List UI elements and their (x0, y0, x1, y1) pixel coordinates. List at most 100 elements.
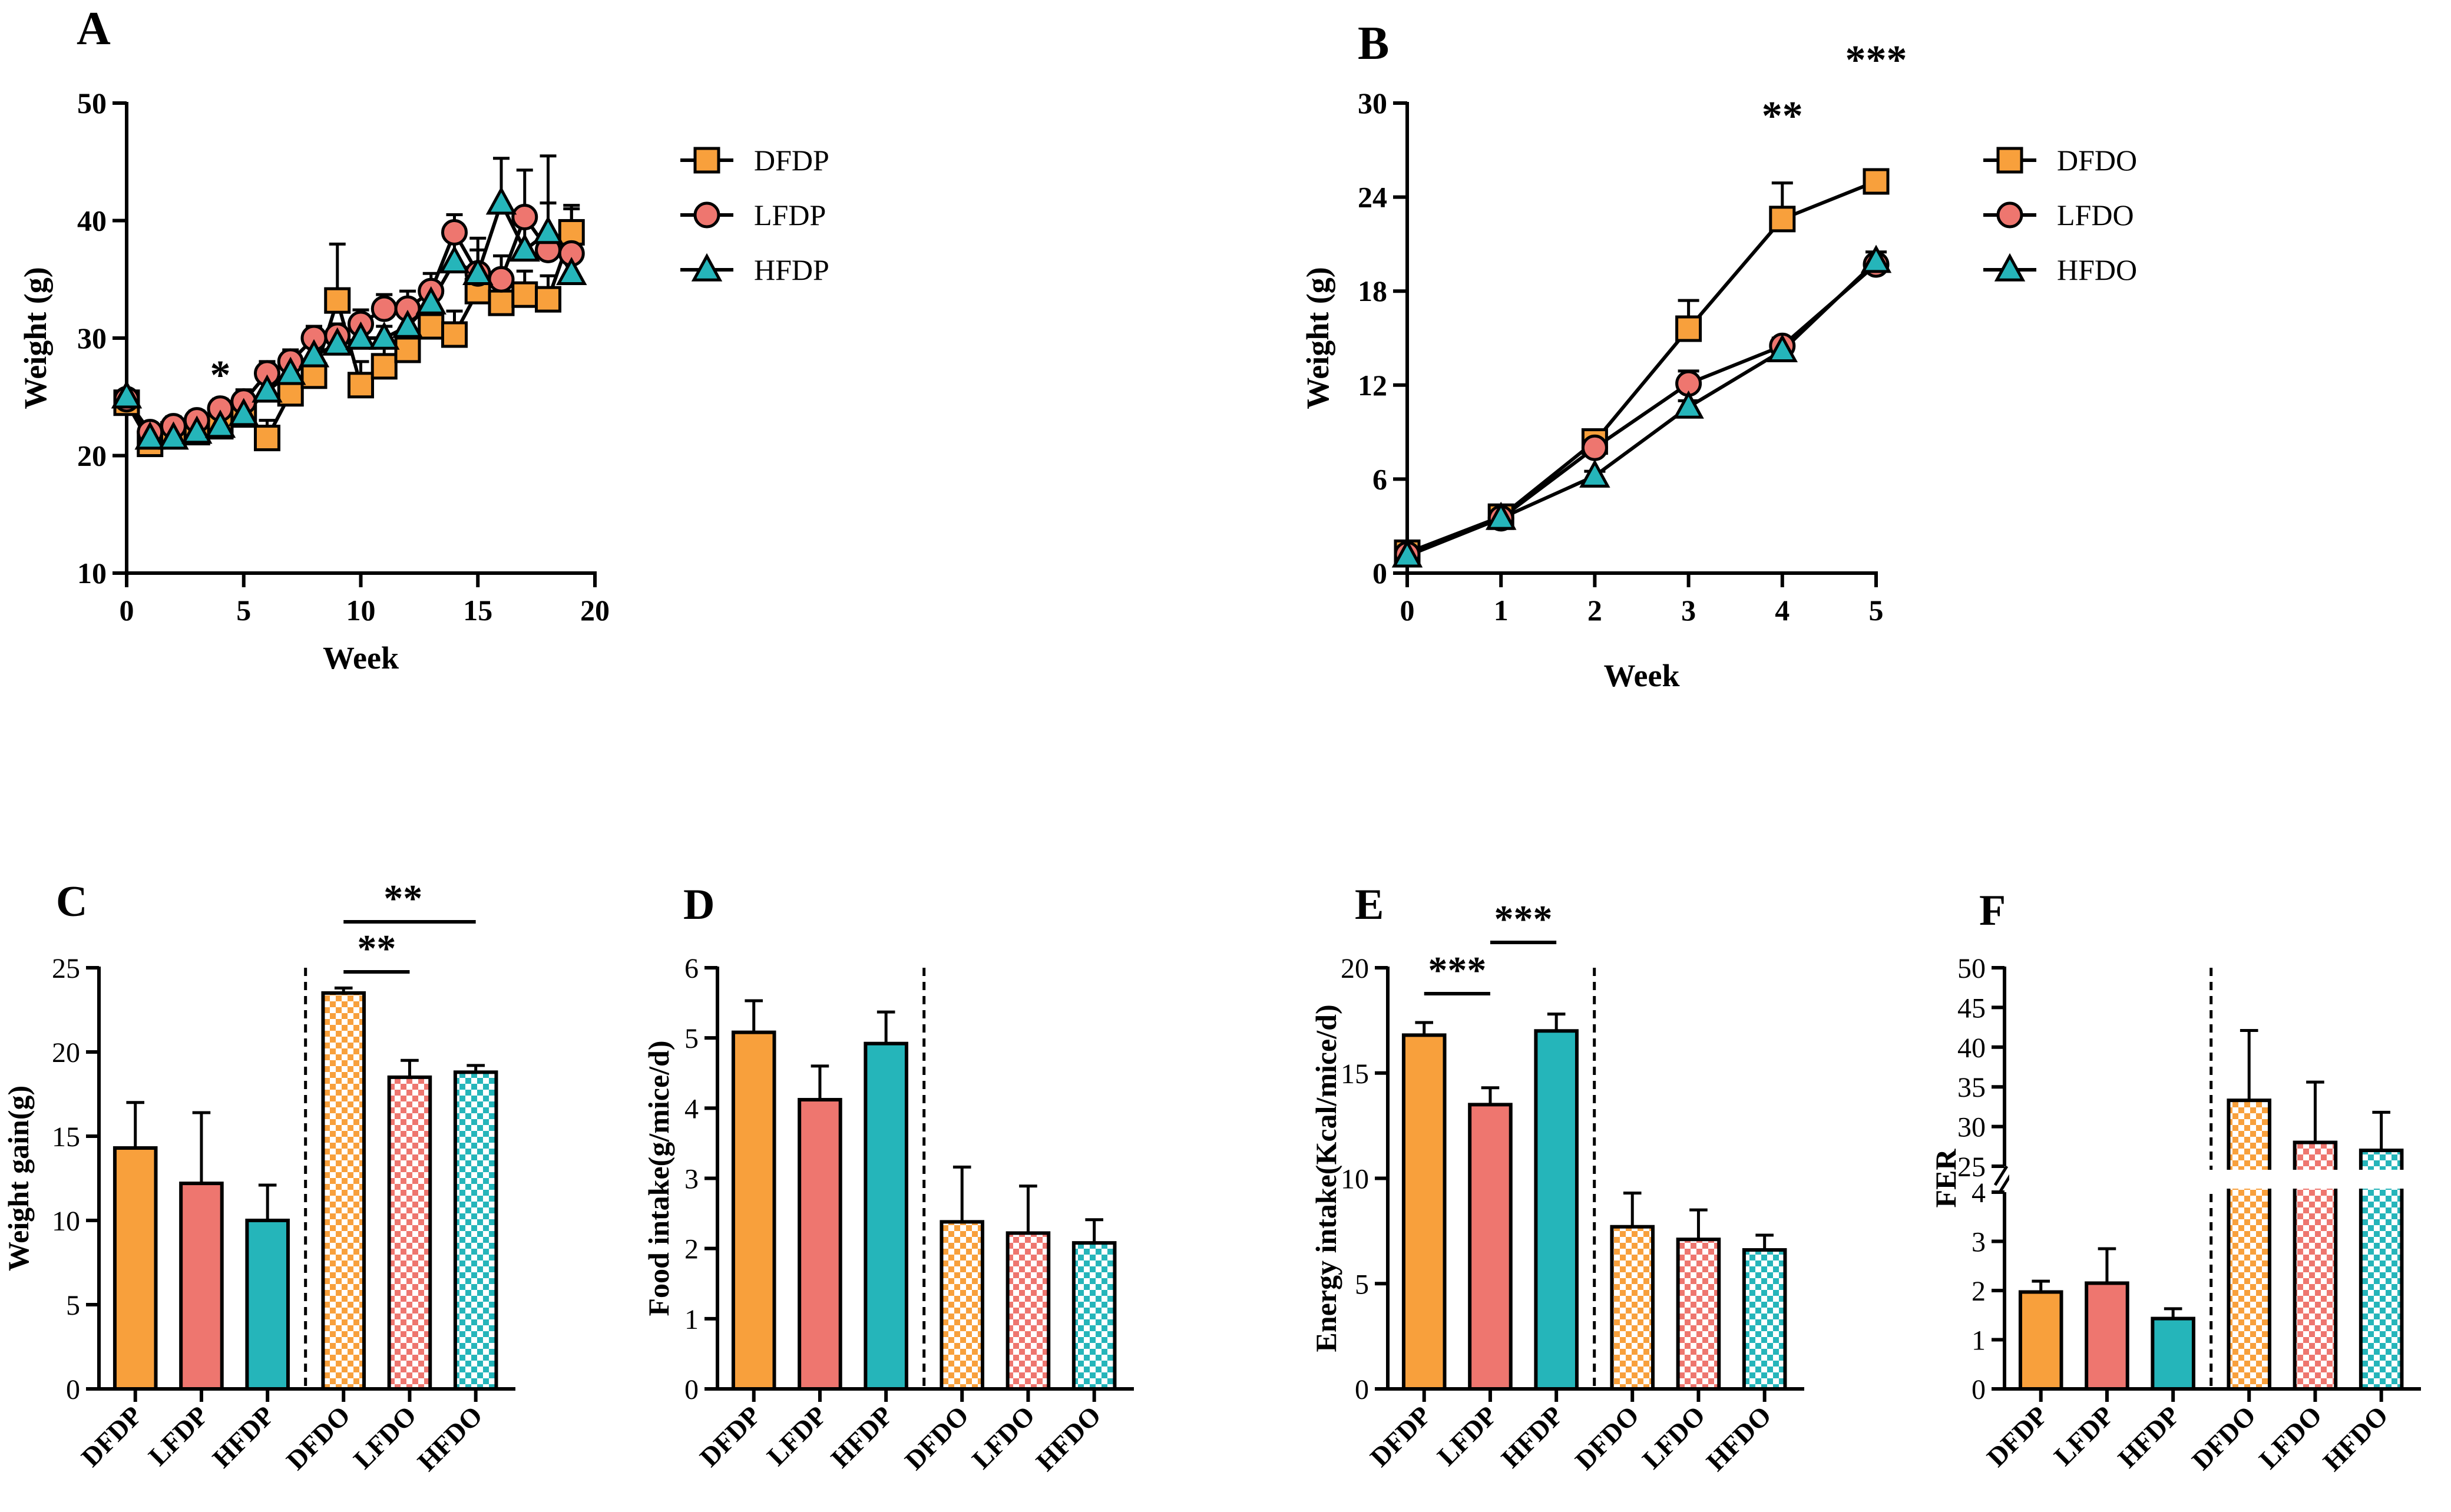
y-tick-label: 10 (77, 557, 107, 590)
data-point-dfdo (1769, 206, 1796, 233)
significance-mark: ** (383, 877, 422, 920)
data-point-hfdo (1767, 334, 1798, 363)
legend-label-lfdo: LFDO (2057, 198, 2134, 231)
data-point-hfdp (134, 421, 166, 450)
data-point-lfdp (441, 219, 468, 246)
x-tick-label: 5 (1869, 594, 1884, 627)
y-tick-label: 20 (52, 1037, 80, 1068)
y-tick-label: 50 (1957, 953, 1986, 984)
data-point-hfdo (1485, 501, 1517, 530)
data-point-hfdp (275, 356, 306, 385)
data-point-hfdp (111, 380, 143, 409)
y-tick-label: 4 (684, 1093, 699, 1124)
data-point-hfdp (485, 186, 517, 215)
bar-lfdp (179, 1182, 224, 1391)
y-tick-label: 15 (1341, 1058, 1369, 1090)
y-axis-label: FER (1929, 1149, 1962, 1208)
series-line-hfdo (1406, 260, 1878, 558)
panel-letter: C (56, 878, 87, 926)
data-point-dfdo (1863, 168, 1890, 195)
y-tick-label: 45 (1957, 992, 1986, 1024)
y-tick-label: 0 (1355, 1374, 1369, 1405)
y-tick-label: 50 (77, 87, 107, 120)
bar-hfdo (453, 1070, 498, 1391)
x-tick-label: LFDP (143, 1400, 214, 1471)
x-tick-label: DFDP (75, 1400, 148, 1473)
bar-dfdp (113, 1146, 158, 1391)
y-tick-label: 3 (684, 1164, 699, 1195)
data-point-dfdp (324, 287, 351, 314)
legend-marker-lfdp (693, 201, 720, 229)
x-tick-label: 2 (1587, 594, 1602, 627)
y-tick-label: 4 (1972, 1177, 1986, 1209)
y-axis-label: Energy intake(Kcal/mice/d) (1309, 1004, 1342, 1352)
bar-dfdp (1401, 1033, 1447, 1391)
bar-lfdp (2085, 1281, 2129, 1391)
bar-dfdo (1610, 1225, 1655, 1391)
y-tick-label: 25 (1957, 1152, 1986, 1183)
series-line-dfdo (1406, 180, 1877, 555)
data-point-hfdp (415, 286, 446, 315)
data-point-hfdp (322, 327, 353, 356)
axis-break-gap (2009, 1170, 2437, 1189)
x-tick-label: 0 (120, 594, 134, 627)
data-point-hfdo (1579, 459, 1610, 488)
data-point-dfdp (277, 380, 304, 407)
x-tick-label: DFDO (899, 1400, 974, 1475)
panel-letter: B (1358, 18, 1389, 70)
data-point-dfdp (418, 313, 445, 340)
bar-hfdp (2151, 1316, 2195, 1391)
legend-marker-dfdp (693, 147, 720, 174)
y-tick-label: 5 (1355, 1269, 1369, 1300)
x-tick-label: HFDP (1496, 1400, 1569, 1474)
data-point-hfdp (369, 321, 400, 350)
bar-lfdo (1005, 1231, 1051, 1391)
y-tick-label: 0 (1972, 1374, 1986, 1405)
x-tick-label: HFDO (1701, 1400, 1777, 1477)
data-point-hfdp (252, 374, 283, 403)
data-point-hfdp (556, 257, 587, 286)
x-tick-label: DFDP (1981, 1400, 2053, 1473)
data-point-dfdp (300, 362, 328, 389)
y-tick-label: 6 (684, 953, 699, 984)
legend-label-dfdo: DFDO (2057, 144, 2137, 177)
data-point-hfdo (1860, 244, 1892, 273)
data-point-dfdp (511, 281, 538, 308)
bar-hfdp (864, 1041, 908, 1391)
data-point-dfdp (488, 289, 515, 316)
data-point-dfdp (371, 353, 398, 380)
x-tick-label: DFDO (2186, 1400, 2261, 1475)
significance-mark: *** (1494, 898, 1553, 941)
y-tick-label: 24 (1358, 181, 1387, 214)
x-tick-label: LFDP (1431, 1400, 1503, 1471)
y-tick-label: 0 (1372, 557, 1387, 590)
data-point-lfdp (511, 204, 538, 231)
x-tick-label: 1 (1494, 594, 1509, 627)
x-tick-label: DFDO (1569, 1400, 1645, 1475)
x-tick-label: DFDP (694, 1400, 766, 1473)
y-tick-label: 40 (1957, 1033, 1986, 1064)
y-axis-label: Weight (g) (18, 267, 53, 409)
data-point-dfdp (394, 336, 421, 363)
significance-mark: *** (1845, 38, 1907, 83)
x-tick-label: DFDO (280, 1400, 356, 1475)
axis-break-mark (1993, 1165, 2009, 1186)
y-tick-label: 12 (1358, 369, 1387, 402)
significance-mark: *** (1428, 949, 1486, 992)
panel-letter: A (77, 3, 111, 55)
x-tick-label: LFDP (2048, 1400, 2119, 1471)
x-tick-label: 10 (346, 594, 376, 627)
legend-marker-hfdo (1994, 253, 2026, 282)
bar-lfdp (1468, 1103, 1513, 1391)
x-tick-label: HFDP (207, 1400, 280, 1474)
y-tick-label: 25 (52, 953, 80, 984)
panel-letter: F (1979, 886, 2006, 935)
y-tick-label: 30 (1358, 87, 1387, 120)
x-tick-label: HFDO (412, 1400, 488, 1477)
data-point-hfdp (298, 339, 330, 368)
data-point-hfdp (204, 409, 236, 438)
bar-hfdo (1742, 1248, 1787, 1391)
